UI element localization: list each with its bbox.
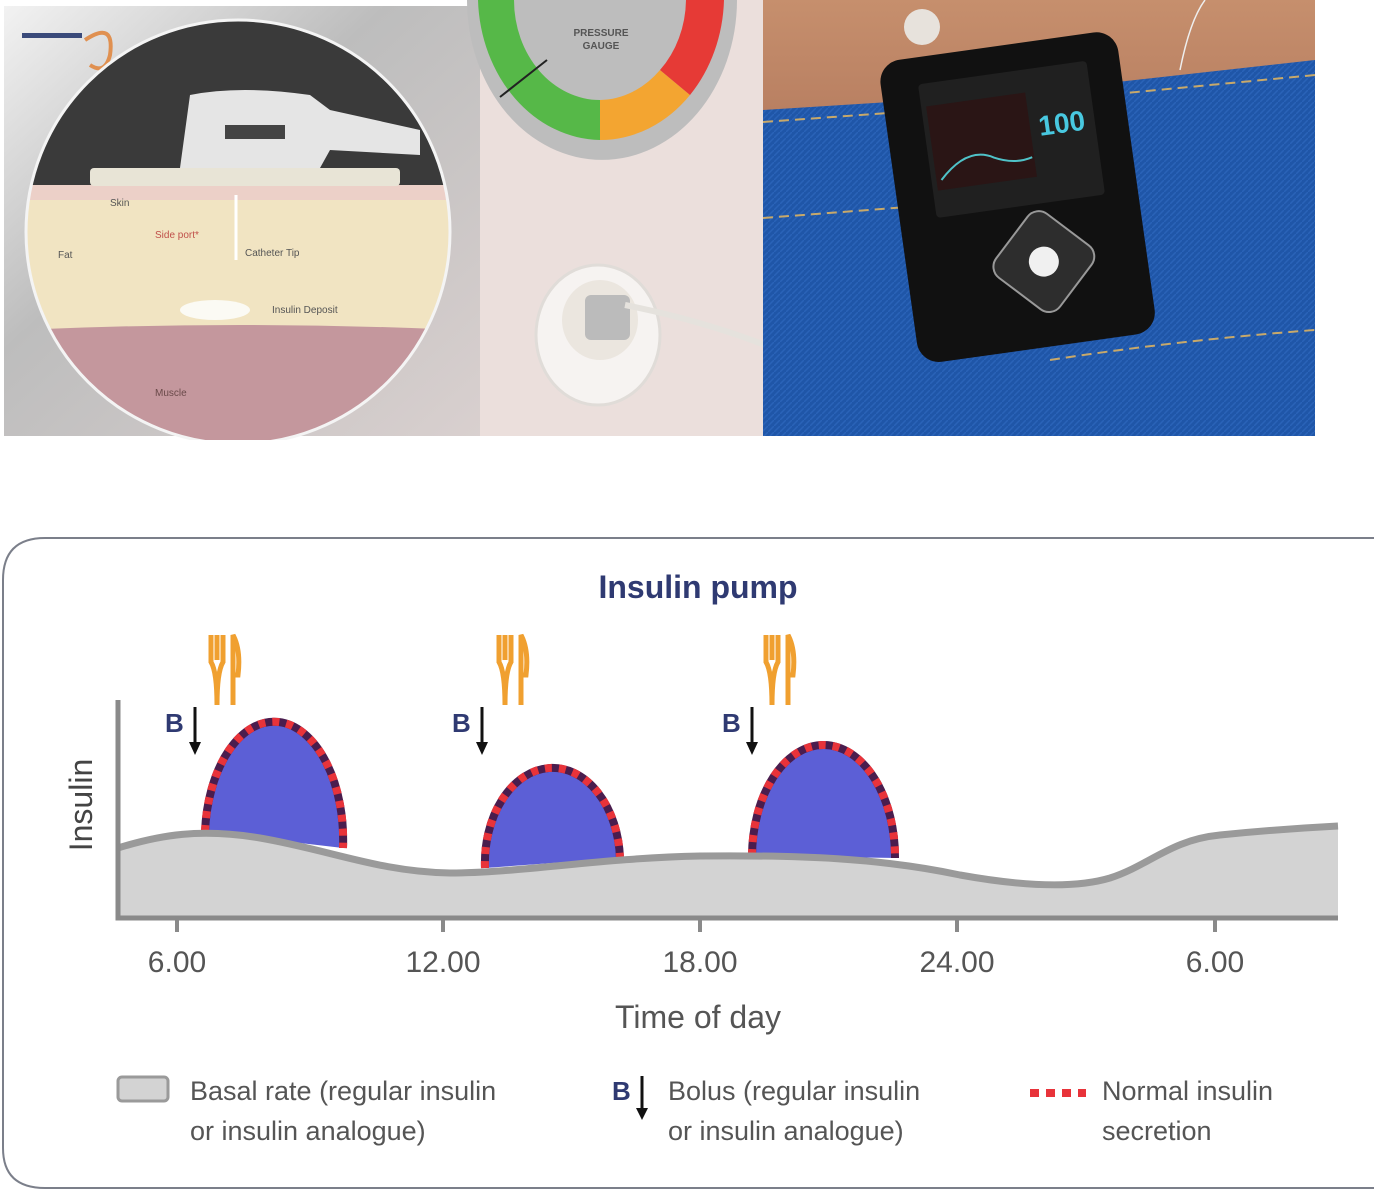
x-tick-label: 12.00 [405,946,480,979]
x-tick-label: 18.00 [662,946,737,979]
bolus-area [205,721,344,848]
basal-swatch [116,1075,170,1103]
normal-secretion-dots [748,741,900,859]
svg-text:Bolus (regular insulin: Bolus (regular insulin [668,1076,920,1106]
x-tick-label: 24.00 [919,946,994,979]
knife-icon [518,633,530,705]
diagram-frame [2,537,1374,1189]
normal-secretion-dots [201,717,348,849]
fork-icon [496,635,514,706]
bolus-arrowhead [476,742,488,755]
svg-text:GAUGE: GAUGE [583,41,620,52]
bolus-arrowhead [189,742,201,755]
bolus-marker: B [165,708,184,738]
pump-glucose-readout: 100 [1036,105,1087,142]
legend-item-basal-rate: Basal rate (regular insulin or insulin a… [116,1075,496,1146]
svg-text:or insulin analogue): or insulin analogue) [190,1116,426,1146]
gauge-label: PRESSURE [573,28,628,39]
y-axis-label: Insulin [63,759,99,852]
fork-icon [208,635,226,706]
bolus-area [484,767,620,868]
bolus-swatch: B [612,1076,631,1106]
brand-logo [22,30,113,71]
x-axis-label: Time of day [615,999,781,1035]
legend-item-bolus: B Bolus (regular insulin or insulin anal… [612,1076,920,1146]
fork-icon [763,635,781,706]
label-catheter-tip: Catheter Tip [245,248,300,259]
bolus-arrowhead [746,742,758,755]
legend: Basal rate (regular insulin or insulin a… [116,1075,1273,1146]
basal-rate-area [118,826,1338,918]
basal-rate-line [116,822,1339,889]
x-tick-label: 6.00 [1186,946,1244,979]
label-side-port: Side port* [155,230,199,241]
label-skin: Skin [110,198,129,209]
bolus-marker: B [722,708,741,738]
svg-text:or insulin analogue): or insulin analogue) [668,1116,904,1146]
knife-icon [230,633,242,705]
svg-text:Normal insulin: Normal insulin [1102,1076,1273,1106]
axes [115,700,1338,921]
knife-icon [785,633,797,705]
legend-item-normal-secretion: Normal insulin secretion [1030,1076,1273,1146]
svg-text:Basal rate (regular insulin: Basal rate (regular insulin [190,1076,496,1106]
label-fat: Fat [58,250,73,261]
pump-on-jeans-photo: 100 [762,0,1316,436]
insulin-pump-device: 100 [880,32,1155,362]
infusion-set [534,263,767,407]
bolus-marker: B [452,708,471,738]
insulin-pump-diagram: Insulin pump B B B Insulin 6.00 12.00 18.0… [2,537,1374,1189]
infusion-site-illustration: Skin Fat Side port* Catheter Tip Insulin… [4,6,482,440]
pressure-gauge-photo: PRESSURE GAUGE [467,0,767,436]
diagram-title: Insulin pump [598,569,797,605]
x-tick-label: 6.00 [148,946,206,979]
svg-text:secretion: secretion [1102,1116,1212,1146]
label-muscle: Muscle [155,388,187,399]
bolus-area [752,744,896,858]
label-insulin-deposit: Insulin Deposit [272,305,338,316]
normal-secretion-dots [480,763,624,869]
insulin-pump-photos: Skin Fat Side port* Catheter Tip Insulin… [4,0,1316,440]
